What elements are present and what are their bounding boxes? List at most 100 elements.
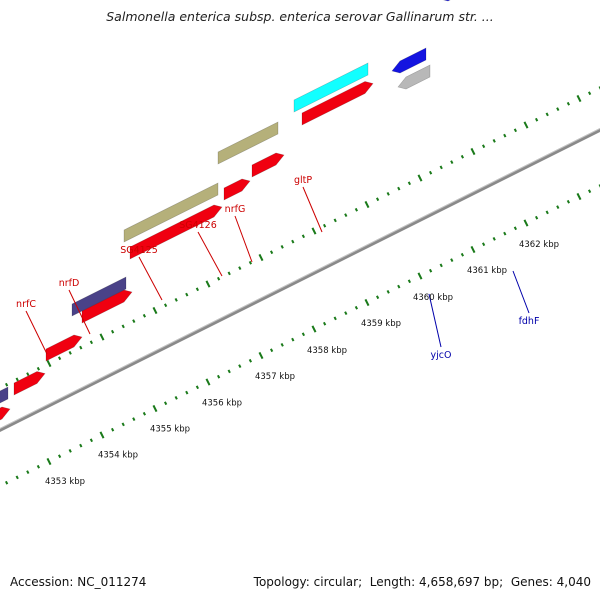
outer-minor-tick: [57, 356, 62, 361]
outer-major-tick: [576, 94, 582, 103]
outer-minor-tick: [333, 218, 337, 223]
callout-line: [302, 186, 323, 233]
outer-minor-tick: [386, 192, 390, 196]
gene-callouts: nrfC nrfD SG4125 SG4126 nrfG gltP yjcO fdhF: [16, 175, 539, 361]
scale-tick-label: 4355 kbp: [150, 425, 190, 435]
gene-label[interactable]: nrfC: [16, 299, 36, 310]
outer-minor-tick: [587, 91, 592, 96]
scale-tick-label: 4360 kbp: [413, 293, 453, 303]
feature-block[interactable]: [397, 64, 431, 90]
outer-minor-tick: [545, 112, 549, 117]
inner-minor-tick: [269, 348, 274, 353]
outer-minor-tick: [407, 181, 412, 186]
inner-minor-tick: [534, 215, 539, 220]
outer-minor-tick: [450, 160, 454, 164]
inner-minor-tick: [481, 242, 486, 247]
inner-major-tick: [523, 219, 529, 227]
inner-major-tick: [364, 298, 370, 307]
cds-block[interactable]: [440, 0, 556, 2]
outer-major-tick: [311, 227, 317, 235]
feature-block[interactable]: [71, 276, 127, 317]
outer-minor-tick: [79, 345, 83, 350]
length-value: 4,658,697 bp: [419, 575, 500, 589]
inner-major-tick: [258, 351, 264, 360]
outer-minor-tick: [460, 154, 465, 159]
inner-minor-tick: [142, 411, 147, 416]
cds-block[interactable]: [301, 81, 374, 126]
accession-info: Accession: NC_011274: [10, 575, 146, 589]
gene-label[interactable]: SG4125: [120, 245, 158, 256]
inner-minor-tick: [513, 226, 518, 231]
outer-major-tick: [46, 359, 52, 368]
inner-major-tick: [311, 325, 317, 333]
inner-minor-tick: [57, 454, 62, 459]
cds-block[interactable]: [223, 178, 251, 201]
gene-label[interactable]: gltP: [294, 175, 312, 186]
inner-minor-tick: [428, 268, 433, 273]
feature-block[interactable]: [0, 386, 9, 413]
feature-block[interactable]: [293, 62, 369, 113]
callout-line: [512, 270, 530, 314]
backbone-line: [0, 128, 600, 432]
inner-minor-tick: [386, 290, 390, 294]
outer-minor-tick: [269, 250, 274, 255]
inner-minor-tick: [450, 258, 454, 262]
outer-minor-tick: [354, 207, 359, 212]
cds-block[interactable]: [0, 406, 11, 430]
inner-major-tick: [99, 431, 105, 439]
backbone-highlight: [0, 127, 600, 430]
outer-minor-tick: [121, 324, 125, 329]
outer-minor-tick: [185, 292, 189, 297]
gene-label[interactable]: nrfD: [59, 278, 80, 289]
cds-block[interactable]: [13, 371, 46, 396]
gene-label[interactable]: nrfG: [225, 204, 246, 215]
cds-block[interactable]: [45, 334, 83, 362]
inner-major-tick: [152, 404, 158, 413]
outer-minor-tick: [513, 128, 518, 133]
outer-major-tick: [417, 174, 423, 182]
callout-line: [428, 293, 442, 348]
outer-minor-tick: [26, 372, 30, 376]
outer-minor-tick: [4, 382, 9, 387]
inner-major-tick: [205, 378, 211, 386]
inner-minor-tick: [460, 252, 465, 257]
inner-minor-tick: [322, 321, 327, 326]
feature-block[interactable]: [217, 121, 279, 165]
scale-labels: 4353 kbp 4354 kbp 4355 kbp 4356 kbp 4357 kbp…: [45, 240, 559, 487]
inner-major-tick: [470, 245, 476, 254]
inner-minor-tick: [89, 438, 94, 443]
outer-minor-tick: [89, 340, 94, 345]
inner-minor-tick: [407, 279, 412, 284]
outer-major-tick: [99, 333, 105, 341]
cds-block[interactable]: [251, 152, 285, 178]
outer-minor-tick: [142, 313, 147, 318]
outer-minor-tick: [248, 260, 253, 265]
outer-minor-tick: [397, 186, 401, 191]
feature-block[interactable]: [123, 182, 219, 243]
inner-minor-tick: [280, 343, 284, 347]
outer-minor-tick: [534, 117, 539, 122]
genes-value: 4,040: [556, 575, 591, 589]
outer-minor-tick: [375, 197, 380, 202]
gene-label[interactable]: yjcO: [431, 350, 452, 361]
callout-line: [234, 215, 253, 263]
outer-minor-tick: [195, 287, 200, 292]
inner-minor-tick: [344, 311, 348, 315]
outer-tick-track: [4, 86, 600, 387]
outer-major-tick: [523, 121, 529, 129]
inner-minor-tick: [216, 374, 221, 379]
outer-minor-tick: [36, 366, 41, 371]
outer-minor-tick: [291, 239, 295, 244]
inner-minor-tick: [26, 470, 30, 474]
cds-block[interactable]: [129, 204, 223, 260]
gene-label[interactable]: fdhF: [519, 316, 540, 327]
gene-label[interactable]: SG4126: [179, 220, 217, 231]
genes-label: Genes:: [510, 575, 553, 589]
cds-block[interactable]: [391, 47, 427, 74]
outer-minor-tick: [238, 266, 242, 270]
callout-line: [197, 231, 223, 277]
inner-minor-tick: [333, 316, 337, 321]
outer-major-tick: [470, 147, 476, 156]
inner-major-tick: [46, 457, 52, 466]
